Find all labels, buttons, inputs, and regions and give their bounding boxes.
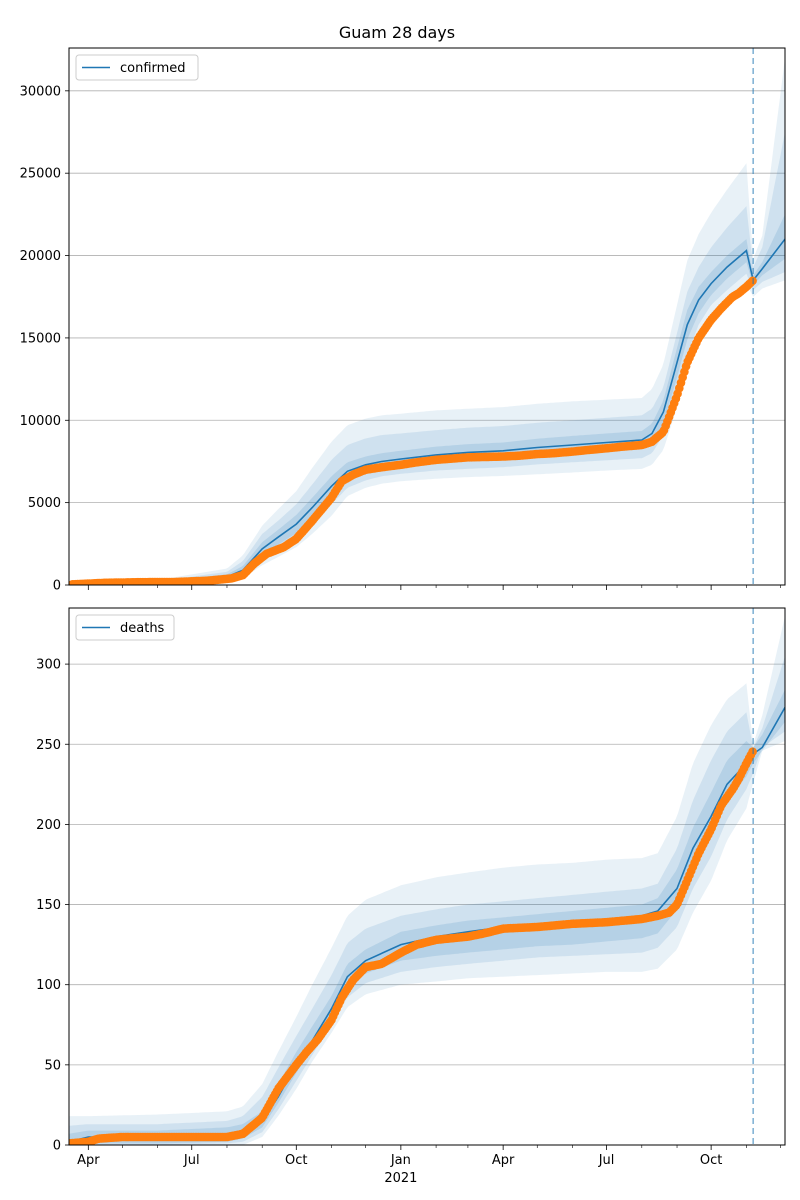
x-tick-label: Oct bbox=[700, 1153, 722, 1168]
y-tick-label: 200 bbox=[36, 818, 61, 833]
plot-area bbox=[69, 57, 785, 585]
y-tick-label: 5000 bbox=[28, 496, 61, 511]
x-tick-label: Oct bbox=[285, 1153, 307, 1168]
model-line bbox=[69, 238, 785, 585]
chart-title: Guam 28 days bbox=[339, 23, 455, 42]
x-tick-label: Jan bbox=[390, 1153, 411, 1168]
legend-label: deaths bbox=[120, 621, 165, 636]
uncertainty-band bbox=[69, 57, 785, 585]
axes-frame bbox=[68, 47, 786, 586]
x-tick-sublabel: 2021 bbox=[384, 1171, 417, 1186]
y-tick-label: 0 bbox=[53, 1139, 61, 1154]
y-tick-label: 250 bbox=[36, 738, 61, 753]
y-tick-label: 100 bbox=[36, 978, 61, 993]
legend: deaths bbox=[75, 614, 175, 641]
x-tick-label: Apr bbox=[492, 1153, 515, 1168]
y-tick-label: 300 bbox=[36, 658, 61, 673]
y-tick-label: 20000 bbox=[20, 249, 61, 264]
y-tick-label: 0 bbox=[53, 579, 61, 594]
legend-label: confirmed bbox=[120, 61, 186, 76]
y-tick-label: 10000 bbox=[20, 414, 61, 429]
legend-box bbox=[75, 54, 199, 81]
legend: confirmed bbox=[75, 54, 199, 81]
y-tick-label: 15000 bbox=[20, 331, 61, 346]
uncertainty-band bbox=[69, 616, 785, 1145]
legend-box bbox=[75, 614, 175, 641]
x-tick-label: Jul bbox=[598, 1153, 615, 1168]
x-tick-label: Apr bbox=[77, 1153, 100, 1168]
axes-frame bbox=[68, 607, 786, 1146]
x-tick-label: Jul bbox=[183, 1153, 200, 1168]
y-tick-label: 30000 bbox=[20, 84, 61, 99]
confirmed-panel: 0 5000 10000 15000 20000 25000 30000 confirmed bbox=[20, 47, 786, 594]
y-tick-label: 50 bbox=[44, 1058, 61, 1073]
uncertainty-band bbox=[69, 656, 785, 1145]
y-tick-label: 25000 bbox=[20, 167, 61, 182]
plot-area bbox=[69, 616, 785, 1145]
y-tick-label: 150 bbox=[36, 898, 61, 913]
deaths-panel: 0 50 100 150 200 250 300 Apr Jul Oct Jan 2021 Apr Jul… bbox=[36, 607, 786, 1186]
